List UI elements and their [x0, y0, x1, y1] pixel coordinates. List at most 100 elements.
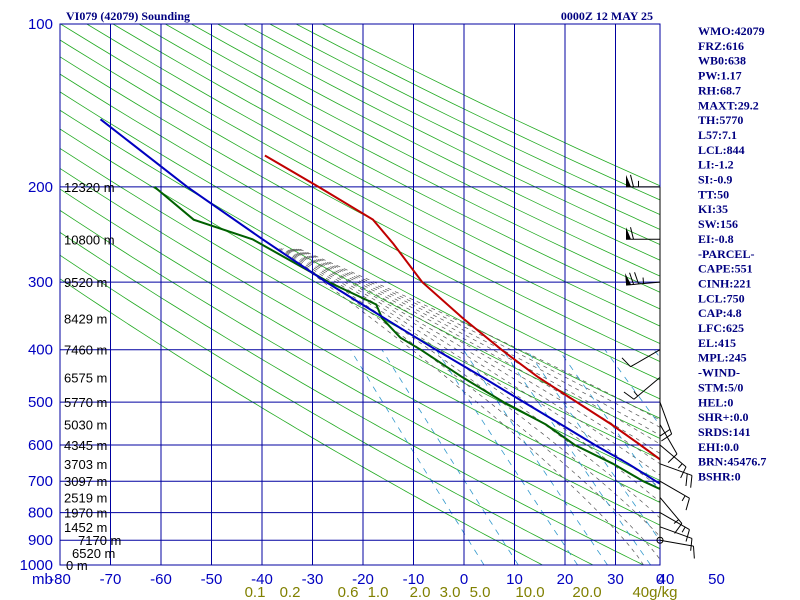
height-label: 5030 m — [64, 418, 107, 433]
dry-adiabats — [60, 24, 660, 565]
height-labels: 12320 m 10800 m 9520 m 8429 m 7460 m 6575 m 57… — [64, 180, 121, 573]
moist-adiabat — [282, 248, 660, 519]
chart-title: VI079 (42079) Sounding — [66, 9, 190, 23]
mixing-ratio-tick-label: 3.0 — [440, 584, 461, 600]
valid-time: 0000Z 12 MAY 25 — [561, 9, 653, 23]
wind-flag — [625, 273, 632, 286]
wind-feather — [634, 272, 640, 285]
height-label: 12320 m — [64, 180, 115, 195]
pressure-unit-label: mb — [32, 571, 53, 588]
index-value: LCL:844 — [698, 143, 745, 157]
temperature-tick-label: -50 — [201, 571, 223, 588]
wind-flag — [626, 174, 631, 187]
mixing-ratio-tick-label: 40g/kg — [632, 584, 677, 600]
index-value: WMO:42079 — [698, 24, 765, 38]
moist-adiabat — [277, 248, 644, 565]
wind-barb — [659, 539, 694, 547]
temperature-axis: -80 -70 -60 -50 -40 -30 -20 -10 0 10 20 30 40 50 0 — [49, 571, 725, 588]
wind-feather — [621, 357, 631, 368]
temperature-tick-label: -20 — [352, 571, 374, 588]
index-value: SHR+:0.0 — [698, 410, 749, 424]
dry-adiabat — [86, 24, 660, 327]
mixing-ratio-tick-label: 2.0 — [410, 584, 431, 600]
dry-adiabat — [60, 128, 660, 460]
wind-feather — [690, 538, 693, 551]
pressure-tick-label: 700 — [28, 473, 53, 490]
temperature-tick-label: -40 — [251, 571, 273, 588]
pressure-tick-label: 500 — [28, 394, 53, 411]
index-value: MAXT:29.2 — [698, 98, 759, 112]
pressure-tick-label: 300 — [28, 274, 53, 291]
height-label: 3097 m — [64, 474, 107, 489]
dry-adiabat — [60, 24, 660, 345]
index-value: EI:-0.8 — [698, 232, 734, 246]
temperature-tick-label: 0 — [656, 571, 664, 588]
pressure-tick-label: 200 — [28, 179, 53, 196]
temperature-tick-label: 30 — [607, 571, 624, 588]
index-value: SW:156 — [698, 217, 738, 231]
index-value: TH:5770 — [698, 113, 743, 127]
wind-profile — [621, 174, 695, 559]
wind-barb — [659, 526, 693, 539]
isotherms — [60, 24, 616, 565]
temperature-tick-label: -30 — [302, 571, 324, 588]
dry-adiabat — [60, 56, 660, 381]
wind-feather — [661, 433, 672, 442]
temperature-tick-label: -80 — [49, 571, 71, 588]
moist-adiabat — [279, 248, 660, 561]
wind-barb — [659, 480, 690, 499]
wind-barb — [659, 424, 678, 455]
sounding-line — [264, 154, 660, 461]
index-value: BRN:45476.7 — [698, 455, 766, 469]
wind-barb — [630, 349, 661, 368]
sounding-indices: WMO:42079FRZ:616WB0:638PW:1.17RH:68.7MAX… — [698, 24, 766, 484]
mixing-ratio-line — [381, 349, 519, 565]
index-value: FRZ:616 — [698, 39, 744, 53]
index-value: -PARCEL- — [698, 247, 754, 261]
mixing-ratio-line — [502, 349, 652, 565]
wind-barb — [659, 401, 673, 435]
dry-adiabat — [60, 73, 660, 400]
wind-feather — [685, 529, 690, 542]
wind-half-feather — [681, 526, 686, 533]
index-value: CINH:221 — [698, 276, 751, 290]
dry-adiabat — [112, 24, 660, 310]
index-value: PW:1.17 — [698, 69, 742, 83]
moist-adiabat — [284, 248, 660, 503]
wind-flag — [626, 227, 631, 240]
height-label: 3703 m — [64, 457, 107, 472]
height-label: 6575 m — [64, 370, 107, 385]
height-label: 7170 m — [78, 533, 121, 548]
mixing-ratio-tick-label: 0.2 — [280, 584, 301, 600]
index-value: MPL:245 — [698, 351, 747, 365]
index-value: -WIND- — [698, 366, 740, 380]
wind-half-feather — [681, 495, 686, 502]
height-label: 10800 m — [64, 232, 115, 247]
moist-adiabat — [287, 248, 660, 476]
sounding-profiles — [99, 118, 660, 491]
wind-feather — [690, 475, 693, 488]
dry-adiabat — [138, 24, 660, 293]
plot-frame — [59, 23, 661, 566]
temperature-tick-label: -10 — [403, 571, 425, 588]
index-value: LI:-1.2 — [698, 158, 734, 172]
height-label: 2519 m — [64, 490, 107, 505]
isobars — [60, 24, 660, 565]
temperature-tick-label: 10 — [506, 571, 523, 588]
dry-adiabat — [60, 91, 660, 419]
wind-feather — [630, 174, 634, 187]
wind-barb — [659, 512, 690, 531]
dry-adiabat — [165, 24, 660, 277]
dry-adiabat — [60, 278, 543, 565]
mixing-ratio-axis: 0.1 0.2 0.6 1.0 2.0 3.0 5.0 10.0 20.0 40g/kg — [245, 584, 678, 600]
mixing-ratio-tick-label: 0.6 — [338, 584, 359, 600]
wind-feather — [623, 391, 635, 400]
dry-adiabat — [60, 39, 660, 362]
wind-feather — [685, 498, 690, 511]
index-value: CAP:4.8 — [698, 306, 742, 320]
wind-feather — [685, 473, 688, 487]
index-value: WB0:638 — [698, 54, 746, 68]
temperature-tick-label: -60 — [150, 571, 172, 588]
wind-half-feather — [633, 391, 639, 397]
